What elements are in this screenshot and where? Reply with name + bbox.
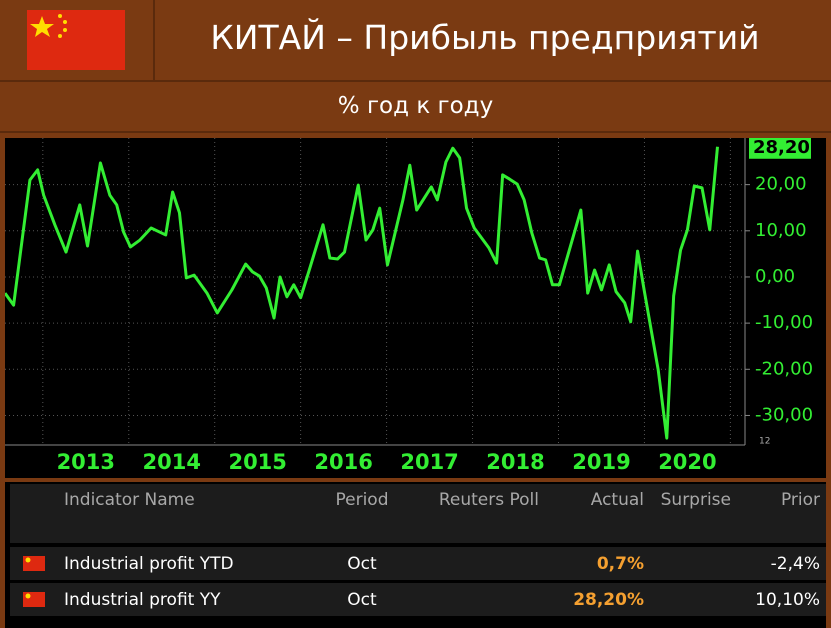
y-tick-label: 10,00 [755, 220, 807, 241]
table: Indicator Name Period Reuters Poll Actual Su… [5, 482, 826, 628]
flag-star [25, 593, 31, 599]
y-tick-label: -10,00 [755, 312, 813, 333]
chart: -30,00 -20,00 -10,00 0,00 10,00 20,00 2013 2014… [5, 138, 826, 478]
flag-icon [23, 592, 45, 607]
x-tick-label: 2014 [143, 450, 201, 474]
table-cell: Oct [296, 547, 428, 580]
flag-star [30, 16, 54, 37]
top-bar [0, 0, 831, 82]
table-cell [650, 547, 737, 580]
flag [27, 10, 125, 70]
table-cell [428, 547, 545, 580]
table-cell: Actual [545, 484, 650, 543]
table-cell: Reuters Poll [428, 484, 545, 543]
table-cell: 28,20% [545, 583, 650, 616]
x-tick-label: 2018 [486, 450, 544, 474]
table-cell: Industrial profit YY [58, 583, 296, 616]
table-cell [650, 583, 737, 616]
table-cell [10, 484, 58, 543]
x-tick-label: 2019 [572, 450, 630, 474]
divider [153, 0, 155, 80]
table-cell: Prior [737, 484, 826, 543]
y-tick-label: 0,00 [755, 266, 795, 287]
subtitle: % год к году [337, 93, 494, 119]
y-tick-label: 20,00 [755, 174, 807, 195]
flag-star [63, 20, 67, 24]
x-tick-label: 2013 [57, 450, 115, 474]
flag-star [58, 14, 62, 18]
table-cell: 10,10% [737, 583, 826, 616]
data-line [5, 146, 719, 440]
flag-icon [23, 556, 45, 571]
flag-star [58, 34, 62, 38]
table-cell: Oct [296, 583, 428, 616]
table-cell [10, 547, 58, 580]
y-tick-label: -30,00 [755, 404, 813, 425]
x-tick-label: 2015 [228, 450, 286, 474]
table-cell: Surprise [650, 484, 737, 543]
flag-star [63, 28, 67, 32]
x-tick-label: 2016 [314, 450, 372, 474]
table-cell [428, 583, 545, 616]
table-cell [10, 583, 58, 616]
y-tick-label: -20,00 [755, 358, 813, 379]
x-tick-label: 2017 [400, 450, 458, 474]
x-tick-label: 2020 [658, 450, 716, 474]
table-cell: Industrial profit YTD [58, 547, 296, 580]
table-cell: Indicator Name [58, 484, 296, 543]
table-cell: Period [296, 484, 428, 543]
table-cell: -2,4% [737, 547, 826, 580]
corner-note: 12 [759, 437, 770, 447]
last-value-box [749, 138, 811, 159]
title: КИТАЙ – Прибыль предприятий [210, 18, 760, 57]
table-cell: 0,7% [545, 547, 650, 580]
last-value-label: 28,20 [753, 138, 810, 158]
flag-star [25, 557, 31, 563]
divider [0, 131, 831, 133]
